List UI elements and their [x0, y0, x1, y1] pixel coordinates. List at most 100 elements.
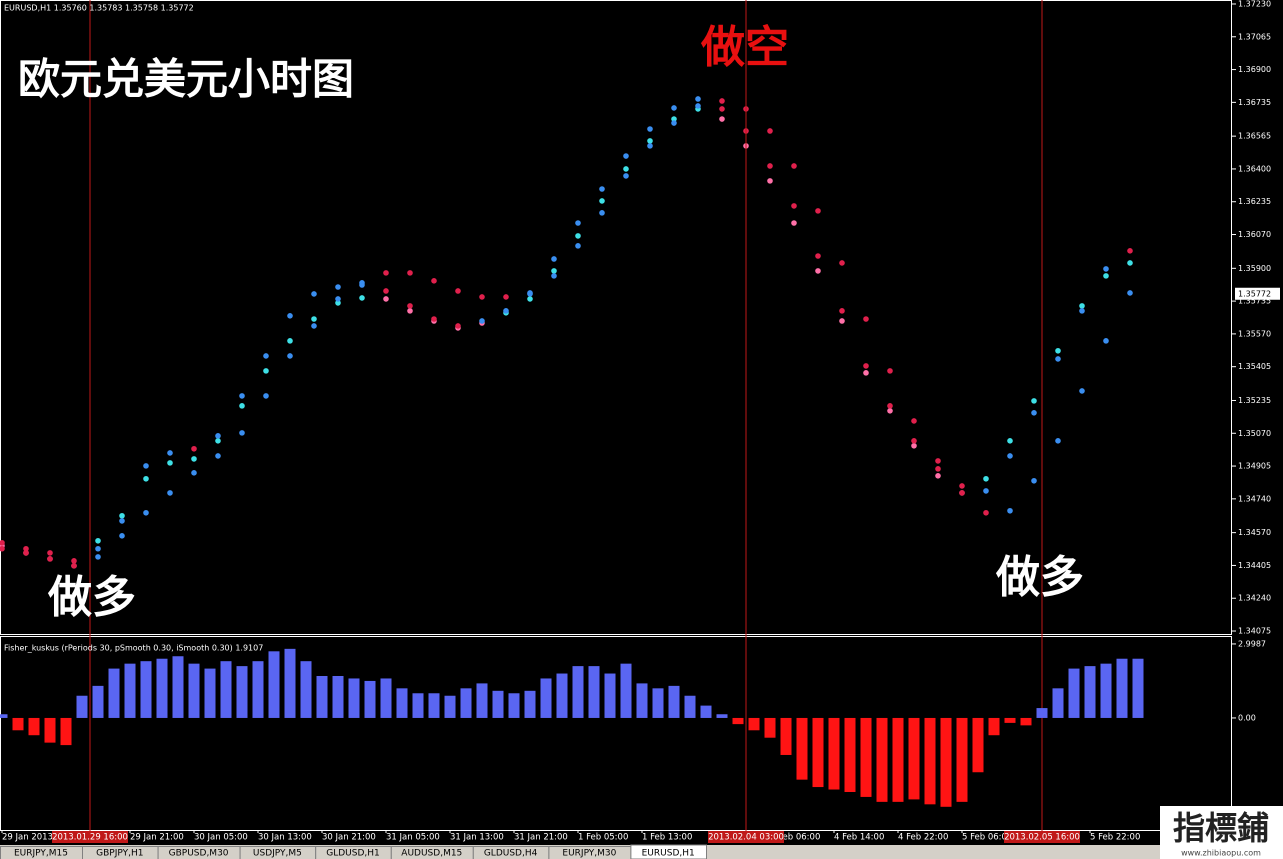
price-dot [791, 163, 797, 169]
event-label-box [52, 831, 128, 843]
price-dot [383, 288, 389, 294]
histogram-bar [508, 693, 520, 718]
x-tick-label: 30 Jan 05:00 [194, 833, 248, 843]
histogram-bar [796, 717, 808, 780]
price-dot [935, 466, 941, 472]
histogram-bar [188, 663, 200, 718]
annotation-long: 做多 [47, 572, 136, 623]
histogram-bar [332, 675, 344, 718]
histogram-bar [156, 658, 168, 718]
price-dot [719, 116, 725, 122]
price-dot [983, 488, 989, 494]
annotation-long: 做多 [995, 552, 1084, 603]
price-dot [1079, 388, 1085, 394]
price-dot [575, 220, 581, 226]
price-dot [719, 106, 725, 112]
tab-label: USDJPY,M5 [253, 849, 302, 859]
histogram-bar [828, 717, 840, 790]
price-dot [863, 316, 869, 322]
x-tick-label: 29 Jan 21:00 [130, 833, 184, 843]
x-tick-label: 31 Jan 13:00 [450, 833, 504, 843]
price-dot [455, 323, 461, 329]
price-dot [335, 284, 341, 290]
price-dot [1127, 260, 1133, 266]
price-dot [359, 280, 365, 286]
price-dot [23, 545, 29, 552]
price-dot [623, 173, 629, 179]
price-dot [935, 472, 941, 479]
price-dot [143, 475, 149, 482]
price-dot [383, 296, 389, 302]
x-tick-label: 4 Feb 22:00 [898, 833, 948, 843]
y-tick-label: 1.34240 [1238, 594, 1271, 603]
histogram-bar [652, 688, 664, 718]
price-dot [863, 370, 869, 376]
y-tick-label: 1.36565 [1238, 132, 1271, 141]
histogram-bar [764, 717, 776, 738]
tab-label: GBPJPY,H1 [96, 849, 143, 859]
histogram-bar [972, 717, 984, 773]
price-dot [791, 220, 797, 226]
price-dot [647, 126, 653, 132]
histogram-bar [44, 717, 56, 743]
current-price: 1.35772 [1238, 289, 1271, 298]
tab-label: EURJPY,M30 [562, 849, 616, 859]
price-dot [599, 210, 605, 216]
price-dot [95, 537, 101, 544]
tab-label: GBPUSD,M30 [169, 849, 229, 859]
histogram-bar [588, 666, 600, 718]
histogram-bar [348, 678, 360, 718]
y-tick-label: 1.35570 [1238, 329, 1271, 338]
price-dot [887, 403, 893, 409]
histogram-bar [1004, 717, 1016, 723]
price-dot [311, 323, 317, 329]
price-dot [383, 270, 389, 276]
histogram-bar [92, 685, 104, 718]
y-tick-label: 1.36235 [1238, 197, 1271, 206]
price-dot [623, 166, 629, 172]
price-dot [527, 291, 533, 297]
watermark-box [1160, 806, 1283, 859]
price-dot [815, 208, 821, 214]
price-dot [551, 256, 557, 262]
price-dot [935, 458, 941, 464]
histogram-bar [540, 678, 552, 718]
histogram-bar [76, 695, 88, 718]
price-dot [887, 408, 893, 414]
histogram-bar [460, 688, 472, 718]
histogram-bar [908, 717, 920, 800]
price-dot [1055, 347, 1061, 354]
price-dot [671, 116, 677, 122]
histogram-bar [1036, 708, 1048, 718]
event-label-box [708, 831, 784, 843]
price-dot [263, 393, 269, 399]
price-dot [431, 316, 437, 322]
histogram-bar [1116, 658, 1128, 718]
histogram-bar [140, 661, 152, 718]
y-tick-label: 0.00 [1238, 713, 1256, 722]
histogram-bar [876, 717, 888, 802]
price-dot [287, 353, 293, 359]
histogram-bar [172, 656, 184, 718]
price-dot [215, 433, 221, 439]
price-dot [671, 105, 677, 111]
tab-label: AUDUSD,M15 [401, 849, 462, 859]
main-panel [0, 0, 1232, 635]
price-dot [215, 438, 221, 444]
price-dot [839, 260, 845, 266]
watermark-url: www.zhibiaopu.com [1181, 849, 1261, 858]
y-tick-label: 2.9987 [1238, 639, 1266, 648]
histogram-bar [684, 695, 696, 718]
price-dot [671, 120, 677, 126]
price-dot [1031, 409, 1037, 416]
y-tick-label: 1.35235 [1238, 396, 1271, 405]
histogram-bar [0, 714, 8, 718]
price-dot [407, 308, 413, 314]
x-tick-label: 4 Feb 06:00 [770, 833, 820, 843]
tab[interactable] [630, 844, 708, 859]
price-dot [959, 490, 965, 496]
histogram-bar [604, 673, 616, 718]
price-dot [503, 308, 509, 314]
